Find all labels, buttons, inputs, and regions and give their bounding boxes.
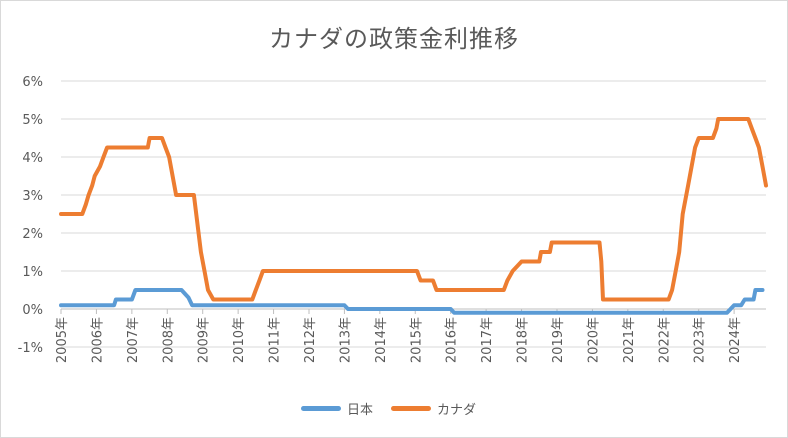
chart-title: カナダの政策金利推移 — [269, 25, 519, 53]
y-tick-label: 2% — [22, 227, 43, 242]
series-line-japan — [59, 288, 765, 315]
legend-item-japan: 日本 — [301, 399, 373, 418]
x-tick-label: 2008年 — [161, 317, 176, 363]
x-tick-label: 2021年 — [622, 317, 637, 363]
y-tick-label: 5% — [22, 113, 43, 128]
legend-label-canada: カナダ — [437, 403, 477, 418]
x-tick-label: 2009年 — [197, 317, 212, 363]
y-tick-label: 6% — [22, 75, 43, 90]
x-tick-label: 2018年 — [516, 317, 531, 363]
series-line-canada — [59, 117, 768, 302]
x-tick-label: 2013年 — [338, 317, 353, 363]
y-tick-label: 0% — [22, 303, 43, 318]
x-tick-label: 2005年 — [55, 317, 70, 363]
x-tick-label: 2011年 — [268, 317, 283, 363]
legend-label-japan: 日本 — [347, 403, 374, 418]
x-tick-label: 2007年 — [126, 317, 141, 363]
x-tick-label: 2020年 — [586, 317, 601, 363]
x-tick-label: 2022年 — [657, 317, 672, 363]
x-tick-label: 2015年 — [409, 317, 424, 363]
legend-swatch-japan — [301, 406, 341, 411]
x-tick-label: 2019年 — [551, 317, 566, 363]
x-tick-label: 2017年 — [480, 317, 495, 363]
legend: 日本 カナダ — [301, 399, 476, 418]
x-tick-label: 2024年 — [728, 317, 743, 363]
legend-swatch-canada — [391, 406, 432, 411]
legend-item-canada: カナダ — [391, 399, 476, 418]
x-tick-label: 2006年 — [90, 317, 105, 363]
x-tick-label: 2012年 — [303, 317, 318, 363]
x-tick-label: 2014年 — [374, 317, 389, 363]
x-tick-label: 2023年 — [693, 317, 708, 363]
x-tick-label: 2010年 — [232, 317, 247, 363]
y-tick-label: 4% — [22, 151, 43, 166]
y-tick-label: 3% — [22, 189, 43, 204]
x-tick-label: 2016年 — [445, 317, 460, 363]
y-tick-label: -1% — [18, 341, 43, 356]
y-tick-label: 1% — [22, 265, 43, 280]
